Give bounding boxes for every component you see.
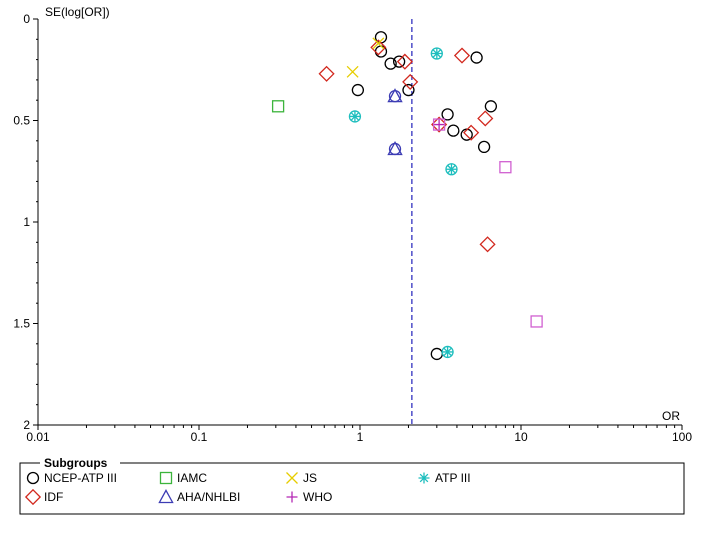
x-tick-label: 100 xyxy=(672,430,692,444)
data-point xyxy=(349,110,361,122)
data-point xyxy=(445,163,458,176)
data-point xyxy=(477,110,494,127)
data-point xyxy=(484,100,498,113)
legend-marker xyxy=(158,489,174,504)
data-point xyxy=(271,100,285,113)
y-axis-label: SE(log[OR]) xyxy=(45,5,110,19)
data-point xyxy=(463,124,480,141)
legend-label: IDF xyxy=(44,490,63,504)
x-tick-label: 0.1 xyxy=(191,430,208,444)
y-tick-label: 0 xyxy=(23,12,30,26)
legend-marker xyxy=(159,471,173,485)
data-point xyxy=(396,53,413,70)
y-tick-label: 0.5 xyxy=(13,114,30,128)
data-point xyxy=(431,116,448,133)
data-point xyxy=(388,89,402,103)
x-axis-label: OR xyxy=(662,409,680,423)
data-point xyxy=(477,140,491,154)
data-point xyxy=(372,37,385,50)
y-tick-label: 1 xyxy=(23,215,30,229)
y-tick-label: 2 xyxy=(23,418,30,432)
legend-label: NCEP-ATP III xyxy=(44,471,117,485)
data-point xyxy=(447,124,460,137)
data-point xyxy=(430,347,443,361)
legend-marker xyxy=(24,488,42,506)
data-point xyxy=(348,110,362,123)
data-point xyxy=(346,65,359,78)
x-tick-label: 1 xyxy=(357,430,364,444)
legend-label: IAMC xyxy=(177,471,207,485)
data-point xyxy=(433,119,445,131)
data-point xyxy=(351,83,365,97)
legend-marker xyxy=(26,471,40,485)
legend-marker xyxy=(286,491,298,503)
y-tick-label: 1.5 xyxy=(13,317,30,331)
legend-label: WHO xyxy=(303,490,332,504)
x-tick-label: 10 xyxy=(514,430,528,444)
x-tick-label: 0.01 xyxy=(26,430,50,444)
data-point xyxy=(441,345,454,359)
legend-marker xyxy=(286,472,298,484)
data-point xyxy=(453,47,471,64)
data-point xyxy=(384,57,397,70)
data-point xyxy=(441,108,454,121)
data-point xyxy=(499,161,512,174)
legend-box xyxy=(19,462,685,515)
data-point xyxy=(445,163,457,175)
axes: 0 0.5 1 1.5 20.01 0.1 1 10 100 xyxy=(13,12,692,444)
data-point xyxy=(370,39,387,56)
data-point xyxy=(442,346,454,358)
data-point xyxy=(430,47,443,60)
data-point xyxy=(392,55,406,68)
legend-label: JS xyxy=(303,471,317,485)
legend-label: ATP III xyxy=(435,471,471,485)
legend-marker xyxy=(418,472,430,484)
data-points xyxy=(271,31,543,361)
legend-title: Subgroups xyxy=(44,456,108,470)
data-point xyxy=(432,118,446,131)
data-point xyxy=(402,83,415,97)
data-point xyxy=(470,51,483,64)
legend-label: AHA/NHLBI xyxy=(177,490,240,504)
data-point xyxy=(318,65,335,82)
data-point xyxy=(479,236,496,253)
data-point xyxy=(402,73,419,90)
data-point xyxy=(388,142,402,156)
data-point xyxy=(530,315,543,328)
data-point xyxy=(431,48,443,60)
